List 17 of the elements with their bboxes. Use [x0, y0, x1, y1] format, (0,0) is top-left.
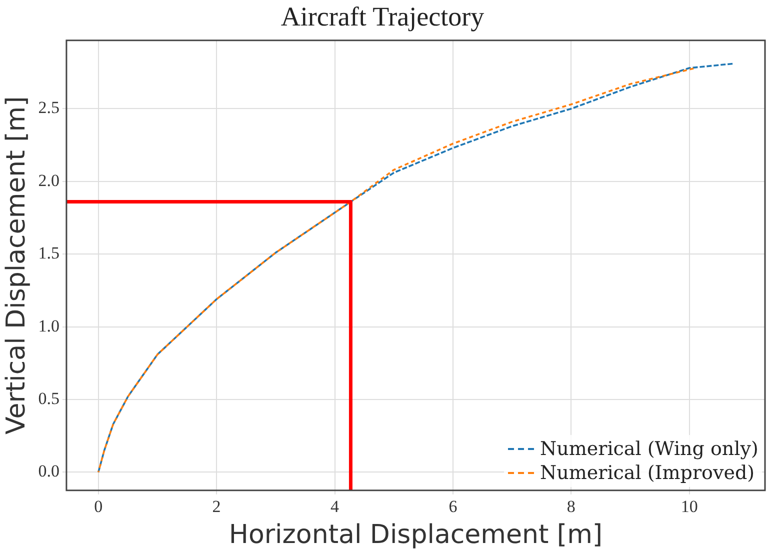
x-tick-label: 0	[94, 497, 103, 516]
x-tick-label: 8	[566, 497, 576, 516]
x-tick-label: 2	[212, 497, 221, 516]
y-tick-label: 1.0	[38, 316, 60, 336]
y-tick-label: 0.5	[38, 388, 60, 408]
y-tick-label: 2.0	[38, 170, 60, 190]
x-tick-label: 10	[680, 497, 698, 516]
chart-title: Aircraft Trajectory	[280, 1, 485, 32]
legend-label: Numerical (Improved)	[540, 461, 755, 486]
x-tick-label: 6	[448, 497, 458, 516]
legend-label: Numerical (Wing only)	[540, 437, 758, 462]
y-axis-title: Vertical Displacement [m]	[1, 96, 32, 434]
y-tick-label: 0.0	[38, 462, 60, 481]
x-axis-title: Horizontal Displacement [m]	[228, 520, 603, 550]
y-tick-label: 2.5	[38, 98, 60, 118]
y-tick-label: 1.5	[38, 244, 60, 263]
x-tick-label: 4	[330, 497, 340, 516]
